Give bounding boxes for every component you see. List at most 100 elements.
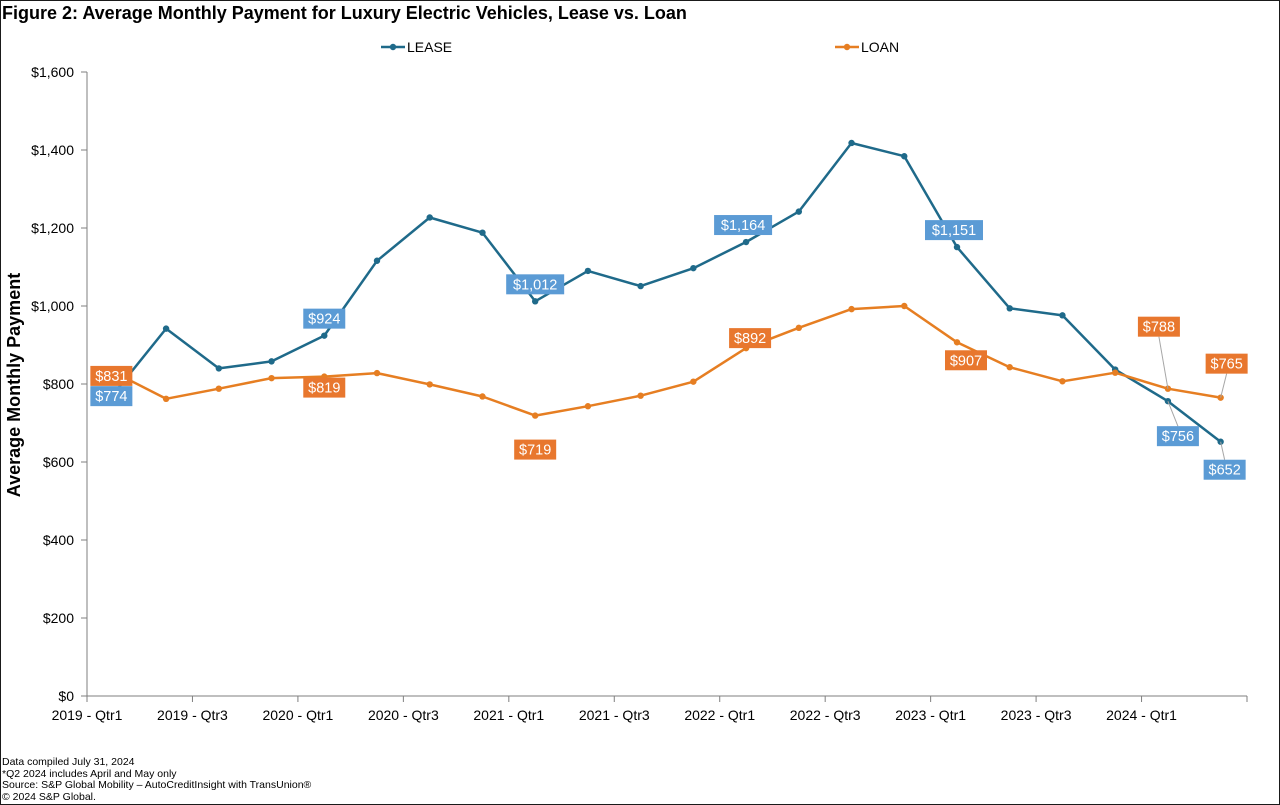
data-label-box-lease (1156, 426, 1199, 447)
legend-label-lease: LEASE (407, 39, 452, 55)
y-tick-label: $1,400 (31, 142, 74, 158)
data-label-lease: $1,012 (513, 277, 557, 293)
y-tick-label: $400 (43, 532, 74, 548)
series-line-lease (112, 141, 1222, 443)
x-tick-label: 2019 - Qtr1 (52, 707, 123, 723)
data-point-loan (1164, 385, 1172, 392)
data-point-lease (953, 243, 961, 251)
x-tick-label: 2021 - Qtr1 (473, 707, 544, 723)
data-label-box-loan (729, 328, 772, 349)
leader-line-lease (1220, 441, 1226, 460)
data-point-lease (162, 325, 170, 332)
x-tick-label: 2022 - Qtr3 (790, 707, 861, 723)
y-tick-label: $0 (58, 688, 74, 704)
data-label-lease: $652 (1209, 463, 1241, 479)
data-label-lease: $1,164 (721, 218, 765, 234)
data-point-loan (584, 403, 592, 410)
data-label-lease: $756 (1162, 429, 1194, 445)
data-label-box-loan (1137, 316, 1180, 337)
x-tick-label: 2019 - Qtr3 (157, 707, 228, 723)
data-label-loan: $831 (95, 369, 127, 385)
data-labels: $774 $924 $1,012 $1,164 $1,151 $756 $652 $831 $8… (90, 215, 1248, 480)
footnote-copyright: © 2024 S&P Global. (2, 790, 96, 803)
footnote-source: Source: S&P Global Mobility – AutoCredit… (2, 779, 312, 791)
data-point-lease (531, 298, 539, 305)
series-line-loan (112, 304, 1221, 417)
data-label-box-lease (90, 386, 133, 407)
legend-label-loan: LOAN (861, 39, 899, 55)
data-label-box-loan (1205, 353, 1248, 374)
y-tick-label: $800 (43, 376, 74, 392)
data-point-lease (584, 267, 592, 275)
y-tick-label: $200 (43, 610, 74, 626)
data-point-loan (953, 339, 961, 346)
data-point-loan (479, 393, 486, 400)
data-point-lease (268, 358, 275, 365)
y-axis-title: Average Monthly Payment (4, 273, 24, 497)
x-tick-label: 2020 - Qtr3 (368, 707, 439, 723)
data-label-box-loan (514, 439, 557, 460)
data-label-loan: $719 (519, 443, 551, 459)
y-tick-label: $1,600 (31, 64, 74, 80)
data-point-loan (215, 385, 223, 392)
data-label-box-lease (1203, 459, 1246, 480)
data-point-loan (162, 395, 170, 403)
data-label-box-loan (945, 350, 987, 371)
data-point-loan (531, 412, 539, 419)
data-point-lease (1217, 438, 1224, 445)
data-label-box-loan (90, 365, 133, 386)
data-point-lease (1006, 305, 1013, 312)
data-point-lease (479, 229, 486, 236)
data-label-loan: $892 (734, 331, 766, 347)
data-point-loan (1006, 364, 1013, 371)
footnote-compiled: Data compiled July 31, 2024 (2, 756, 135, 768)
x-tick-label: 2024 - Qtr1 (1106, 707, 1177, 723)
data-point-loan (848, 305, 855, 313)
data-point-lease (321, 332, 328, 339)
data-point-loan (1111, 369, 1119, 376)
x-tick-label: 2020 - Qtr1 (262, 707, 333, 723)
legend-marker-lease (389, 43, 397, 51)
data-point-lease (1059, 312, 1066, 319)
data-label-box-lease (925, 220, 983, 241)
chart-title: Figure 2: Average Monthly Payment for Lu… (2, 3, 687, 23)
y-tick-label: $1,200 (31, 220, 74, 236)
data-label-loan: $788 (1143, 320, 1175, 336)
x-tick-label: 2022 - Qtr1 (684, 707, 755, 723)
data-point-loan (795, 324, 803, 332)
data-label-box-lease (506, 274, 565, 295)
data-point-loan (426, 381, 433, 388)
data-label-loan: $765 (1211, 357, 1243, 373)
data-point-lease (901, 153, 908, 160)
data-point-lease (690, 264, 697, 272)
x-tick-label: 2021 - Qtr3 (579, 707, 650, 723)
data-label-loan: $907 (950, 353, 982, 369)
leader-line-loan (1220, 373, 1228, 398)
data-label-loan: $819 (308, 381, 340, 397)
data-label-box-lease (714, 215, 773, 236)
legend: LEASE LOAN (381, 39, 899, 55)
y-tick-label: $1,000 (31, 298, 74, 314)
leader-line-loan (1158, 336, 1169, 389)
x-tick-label: 2023 - Qtr3 (1001, 707, 1072, 723)
data-point-lease (795, 208, 803, 215)
data-point-loan (1059, 378, 1066, 385)
data-point-loan (268, 374, 275, 382)
series (110, 139, 1224, 445)
x-tick-label: 2023 - Qtr1 (895, 707, 966, 723)
data-point-lease (848, 139, 855, 147)
footnote-q2: *Q2 2024 includes April and May only (2, 767, 177, 780)
data-point-lease (373, 257, 381, 264)
data-point-loan (901, 302, 908, 310)
legend-marker-loan (843, 43, 851, 51)
data-point-loan (637, 392, 644, 399)
data-point-loan (690, 378, 697, 385)
axes: $0 $200 $400 $600 $800 $1,000 $1,200 $1,400 $1,6… (4, 64, 1248, 723)
data-label-lease: $1,151 (932, 223, 976, 239)
data-point-lease (742, 238, 750, 246)
data-point-lease (426, 214, 433, 221)
leader-line-lease (1167, 400, 1179, 427)
data-label-lease: $924 (308, 312, 340, 328)
